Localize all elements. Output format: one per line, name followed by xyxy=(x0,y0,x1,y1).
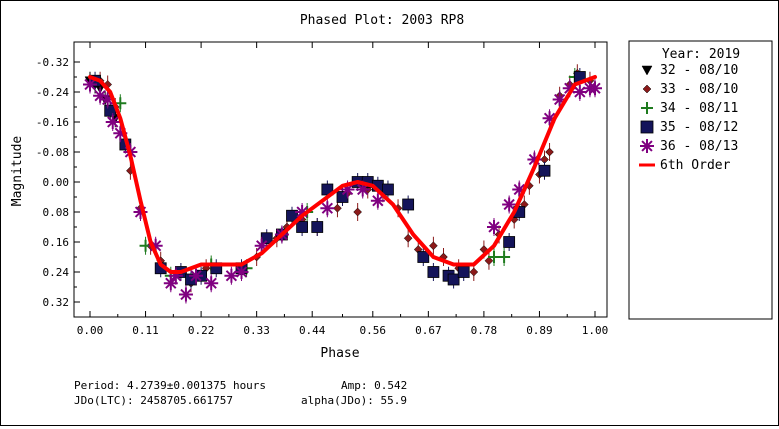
data-point xyxy=(333,203,342,213)
legend-label: 6th Order xyxy=(660,158,731,173)
data-point xyxy=(224,268,239,283)
x-tick-label: 0.89 xyxy=(526,324,553,337)
data-point xyxy=(640,120,654,134)
data-point xyxy=(641,102,653,114)
data-point xyxy=(488,251,500,263)
y-tick-label: 0.24 xyxy=(43,266,70,279)
data-point xyxy=(382,183,394,196)
data-point xyxy=(163,276,178,291)
y-tick-label: -0.24 xyxy=(36,86,69,99)
x-tick-label: 0.67 xyxy=(415,324,442,337)
data-point xyxy=(429,241,438,251)
jdo-text: JDo(LTC): 2458705.661757 xyxy=(74,394,233,407)
data-point xyxy=(487,220,501,234)
legend-label: 33 - 08/10 xyxy=(660,82,738,97)
y-tick-label: 0.16 xyxy=(43,236,70,249)
legend-label: 34 - 08/11 xyxy=(660,101,738,116)
y-axis: -0.32 -0.24 -0.16 -0.08 0.00 0.08 0.16 0.24 0.32 xyxy=(36,56,80,309)
x-tick-label: 0.78 xyxy=(471,324,498,337)
data-point xyxy=(427,266,440,278)
data-point xyxy=(447,273,460,286)
data-point xyxy=(538,164,551,177)
data-point xyxy=(417,251,430,263)
data-point xyxy=(640,139,654,153)
data-point xyxy=(320,201,335,216)
data-point xyxy=(402,198,415,211)
data-point xyxy=(498,251,511,263)
y-tick-label: 0.32 xyxy=(43,296,70,309)
legend-label: 32 - 08/10 xyxy=(660,63,738,78)
fit-curve xyxy=(88,75,597,274)
x-axis: 0.00 0.11 0.22 0.33 0.44 0.56 0.67 0.78 0.89 1.00 xyxy=(77,42,609,337)
legend: Year: 2019 32 - 08/10 33 - 08/10 34 - 08/1… xyxy=(628,40,773,320)
data-point xyxy=(370,193,385,208)
data-point xyxy=(588,81,602,96)
data-point xyxy=(204,276,219,291)
amp-text: Amp: 0.542 xyxy=(341,379,407,392)
data-point xyxy=(105,115,120,129)
data-point xyxy=(83,77,97,92)
y-axis-label: Magnitude xyxy=(10,136,25,207)
x-tick-label: 0.22 xyxy=(188,324,215,337)
x-tick-label: 0.11 xyxy=(132,324,159,337)
data-point xyxy=(641,65,653,76)
data-point xyxy=(469,267,479,277)
data-point xyxy=(403,233,413,243)
data-point xyxy=(545,147,554,157)
data-point xyxy=(353,207,363,217)
y-tick-label: -0.32 xyxy=(36,56,69,69)
data-point xyxy=(502,197,517,212)
y-tick-label: 0.08 xyxy=(43,206,70,219)
alpha-text: alpha(JDo): 55.9 xyxy=(301,394,407,407)
x-tick-label: 1.00 xyxy=(582,324,609,337)
data-point xyxy=(503,236,516,248)
x-tick-label: 0.44 xyxy=(299,324,326,337)
legend-title: Year: 2019 xyxy=(662,47,740,62)
data-point xyxy=(234,265,249,279)
data-point xyxy=(178,287,193,302)
y-tick-label: -0.16 xyxy=(36,116,69,129)
chart-title: Phased Plot: 2003 RP8 xyxy=(300,13,464,28)
legend-label: 36 - 08/13 xyxy=(660,139,738,154)
x-axis-label: Phase xyxy=(320,346,359,361)
x-tick-label: 0.33 xyxy=(243,324,270,337)
y-tick-label: 0.00 xyxy=(43,176,70,189)
data-point xyxy=(296,221,309,233)
data-point xyxy=(484,256,494,266)
y-tick-label: -0.08 xyxy=(36,146,69,159)
legend-label: 35 - 08/12 xyxy=(660,120,738,135)
data-point xyxy=(642,84,652,94)
data-points xyxy=(83,64,602,304)
data-point xyxy=(457,266,470,278)
period-text: Period: 4.2739±0.001375 hours xyxy=(74,379,266,392)
legend-box xyxy=(628,40,773,320)
x-tick-label: 0.56 xyxy=(360,324,387,337)
data-point xyxy=(189,268,204,283)
data-point xyxy=(311,221,324,233)
x-tick-label: 0.00 xyxy=(77,324,104,337)
